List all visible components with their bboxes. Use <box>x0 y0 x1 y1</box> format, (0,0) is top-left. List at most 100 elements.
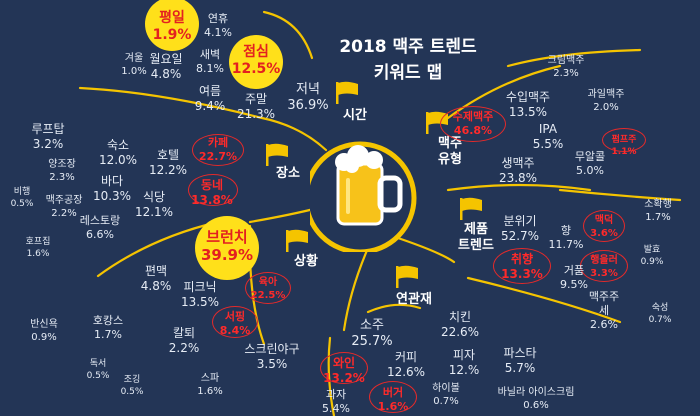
keyword-value: 52.7% <box>500 229 540 243</box>
keyword-name: 동네 <box>200 178 224 192</box>
keyword-name: 주말 <box>244 92 268 106</box>
keyword-value: 3.2% <box>32 137 64 151</box>
keyword-value: 4.8% <box>150 67 182 81</box>
keyword-sikdang: 식당 12.1% <box>135 190 173 220</box>
keyword-value: 22.7% <box>198 150 238 163</box>
keyword-factory: 맥주공장 2.2% <box>46 194 83 220</box>
keyword-nonalc: 무알콜 5.0% <box>575 150 605 178</box>
keyword-value: 12.5% <box>231 61 281 77</box>
keyword-value: 21.3% <box>236 107 276 121</box>
keyword-geopum: 거품 9.5% <box>560 264 588 292</box>
keyword-name: 육아 <box>258 277 278 288</box>
keyword-value: 0.5% <box>120 387 144 397</box>
keyword-name: 발효 <box>643 245 661 255</box>
keyword-name: 피자 <box>452 348 476 362</box>
keyword-name: 새벽 <box>199 48 221 61</box>
category-product-trend: 제품 트렌드 <box>458 222 494 253</box>
keyword-name: 월요일 <box>149 52 183 66</box>
type-arc <box>506 48 642 68</box>
keyword-name: 평일 <box>159 10 185 26</box>
flag-icon <box>286 229 308 252</box>
keyword-name: 브런치 <box>206 228 248 246</box>
keyword-value: 12.6% <box>386 365 426 379</box>
keyword-name: 취향 <box>510 252 534 266</box>
keyword-vanilla: 바닐라 아이스크림 0.6% <box>498 386 575 412</box>
highlight-ring <box>580 250 628 282</box>
keyword-value: 2.3% <box>49 172 75 183</box>
keyword-value: 0.9% <box>31 332 57 343</box>
keyword-value: 13.5% <box>508 105 548 119</box>
product-branch <box>446 183 592 192</box>
keyword-jogging: 조깅 0.5% <box>121 374 144 398</box>
keyword-name: 호캉스 <box>92 314 124 327</box>
keyword-chicken: 치킨 22.6% <box>441 310 479 340</box>
keyword-rooftop: 루프탑 3.2% <box>31 122 64 152</box>
keyword-name: 행을러 <box>590 255 618 266</box>
keyword-value: 2.2% <box>168 341 200 355</box>
keyword-value: 2.2% <box>51 208 77 219</box>
keyword-value: 25.7% <box>351 334 393 349</box>
keyword-gyeoul: 겨울 1.0% <box>121 52 146 78</box>
keyword-name: IPA <box>538 122 558 136</box>
keyword-pyeonmaek: 편맥 4.8% <box>141 264 172 294</box>
keyword-yeoreum: 여름 9.4% <box>195 84 226 114</box>
keyword-value: 13.5% <box>180 295 220 309</box>
keyword-wine: 와인 13.2% <box>323 356 365 386</box>
keyword-name: 숙성 <box>651 303 669 313</box>
keyword-hotel: 호텔 12.2% <box>149 148 187 178</box>
keyword-value: 0.7% <box>648 315 672 325</box>
keyword-saebyeok: 새벽 8.1% <box>196 48 224 76</box>
keyword-cafe: 카페 22.7% <box>199 136 237 164</box>
keyword-value: 0.6% <box>523 400 549 411</box>
keyword-sukseong: 숙성 0.7% <box>649 302 672 326</box>
keyword-value: 12.1% <box>134 205 174 219</box>
keyword-value: 0.9% <box>640 257 664 267</box>
flag-icon <box>460 197 482 220</box>
keyword-screenbaseball: 스크린야구 3.5% <box>244 342 299 372</box>
keyword-value: 1.7% <box>645 212 671 223</box>
keyword-name: 양조장 <box>48 159 76 170</box>
keyword-value: 9.4% <box>194 99 226 113</box>
keyword-name: 저녁 <box>296 82 320 97</box>
keyword-name: 크림맥주 <box>547 55 585 66</box>
keyword-wolyoil: 월요일 4.8% <box>149 52 182 82</box>
keyword-name: 버거 <box>382 386 404 399</box>
keyword-value: 1.6% <box>377 400 409 413</box>
keyword-name: 편맥 <box>144 264 168 278</box>
keyword-value: 1.1% <box>611 147 637 157</box>
keyword-value: 1.9% <box>152 27 192 43</box>
keyword-name: 호프집 <box>25 237 51 247</box>
keyword-gwaja: 과자 5.4% <box>322 388 350 416</box>
keyword-name: 소확행 <box>644 199 672 210</box>
keyword-name: 와인 <box>332 356 356 370</box>
keyword-soju: 소주 25.7% <box>351 318 392 350</box>
keyword-value: 12.0% <box>98 153 138 167</box>
highlight-ring <box>212 306 258 338</box>
keyword-value: 5.5% <box>532 137 564 151</box>
keyword-name: 숙소 <box>106 138 130 152</box>
keyword-draft: 생맥주 23.8% <box>499 156 537 186</box>
keyword-value: 13.3% <box>501 267 543 281</box>
keyword-chwihyang: 취향 13.3% <box>501 252 543 282</box>
keyword-name: 바다 <box>100 174 124 188</box>
category-beer-type: 맥주 유형 <box>438 136 462 167</box>
keyword-name: 반신욕 <box>30 319 58 330</box>
related-right <box>466 276 622 324</box>
highlight-ring <box>602 128 646 152</box>
keyword-value: 2.3% <box>553 68 579 79</box>
keyword-dongne: 동네 13.8% <box>191 178 233 208</box>
highlight-ring <box>188 174 238 206</box>
keyword-hyang: 향 11.7% <box>549 224 584 252</box>
keyword-value: 4.8% <box>140 279 172 293</box>
flag-icon <box>396 265 418 288</box>
keyword-fruit: 과일맥주 2.0% <box>588 88 625 114</box>
keyword-yukah: 육아 22.5% <box>251 276 286 302</box>
highlight-ring <box>369 381 417 413</box>
keyword-coffee: 커피 12.6% <box>387 350 425 380</box>
keyword-value: 0.5% <box>10 199 34 209</box>
keyword-value: 3.3% <box>590 268 618 279</box>
highlight-ring <box>440 106 506 142</box>
keyword-value: 5.0% <box>576 164 604 177</box>
keyword-value: 36.9% <box>287 98 329 113</box>
keyword-ipa: IPA 5.5% <box>533 122 564 152</box>
